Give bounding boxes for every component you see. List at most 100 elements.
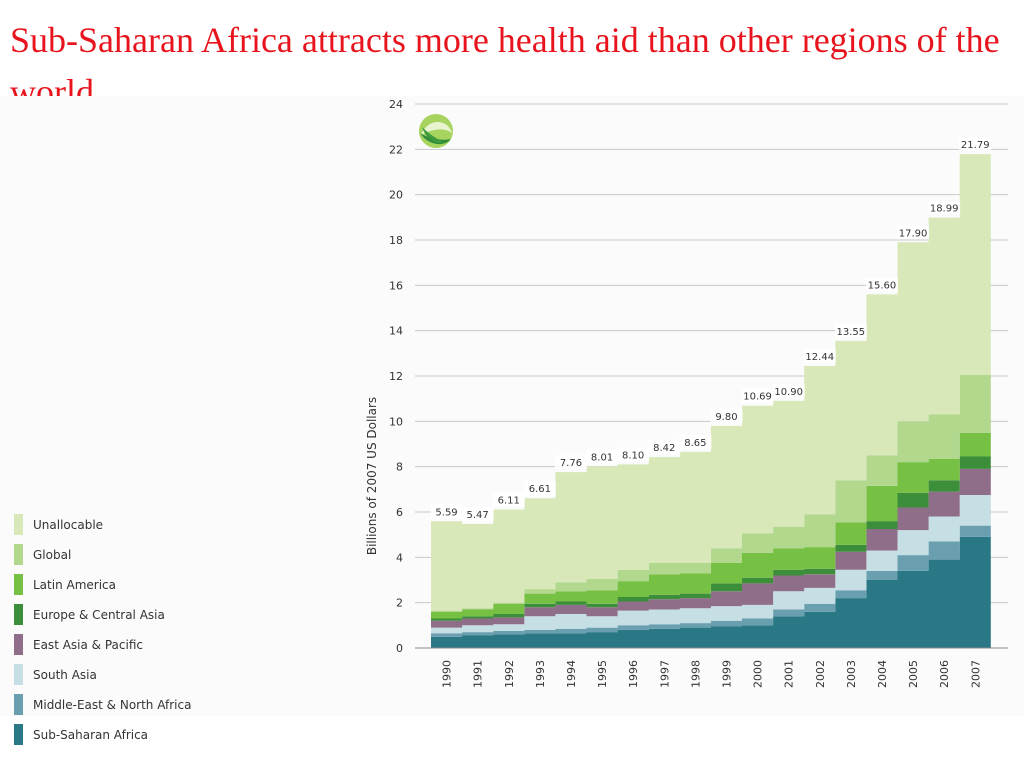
svg-text:5.47: 5.47 (467, 510, 489, 521)
svg-text:6.11: 6.11 (498, 496, 520, 507)
y-tick-label: 4 (396, 551, 403, 564)
legend-label: Middle-East & North Africa (33, 697, 192, 712)
slide-title: Sub-Saharan Africa attracts more health … (10, 20, 1000, 112)
x-tick-label: 1993 (534, 660, 547, 688)
x-tick-label: 1994 (565, 660, 578, 688)
total-label: 21.79 (959, 137, 992, 152)
legend: Unallocable Global Latin America Europe & C… (14, 514, 214, 754)
x-tick-label: 2005 (907, 660, 920, 688)
x-tick-label: 1997 (658, 660, 671, 688)
svg-text:18.99: 18.99 (930, 204, 959, 215)
y-axis-label: Billions of 2007 US Dollars (365, 397, 379, 555)
svg-text:10.69: 10.69 (743, 392, 772, 403)
legend-swatch (14, 544, 23, 565)
svg-text:5.59: 5.59 (435, 507, 457, 518)
total-label: 8.65 (679, 434, 712, 449)
legend-item: East Asia & Pacific (14, 634, 214, 655)
legend-item: Middle-East & North Africa (14, 694, 214, 715)
svg-text:6.61: 6.61 (529, 484, 551, 495)
legend-label: Latin America (33, 577, 116, 592)
legend-item: Europe & Central Asia (14, 604, 214, 625)
legend-item: Global (14, 544, 214, 565)
figure-panel: 0 2 4 6 8 10 12 14 16 18 20 22 24 1990 1991 1992 1993 199… (0, 96, 1024, 745)
total-label: 18.99 (928, 200, 961, 215)
x-tick-label: 1992 (503, 660, 516, 688)
legend-label: Global (33, 547, 72, 562)
legend-swatch (14, 694, 23, 715)
x-tick-label: 1998 (689, 660, 702, 688)
y-tick-label: 18 (389, 234, 403, 247)
legend-item: Latin America (14, 574, 214, 595)
y-tick-label: 6 (396, 506, 403, 519)
svg-text:8.65: 8.65 (684, 438, 706, 449)
svg-text:12.44: 12.44 (805, 352, 834, 363)
svg-text:8.10: 8.10 (622, 450, 644, 461)
legend-swatch (14, 724, 23, 745)
x-tick-label: 2004 (876, 660, 889, 688)
legend-item: Sub-Saharan Africa (14, 724, 214, 745)
x-tick-label: 1996 (627, 660, 640, 688)
legend-swatch (14, 604, 23, 625)
y-tick-label: 0 (396, 642, 403, 655)
leaf-globe-icon (419, 114, 453, 148)
total-label: 10.90 (772, 383, 805, 398)
area-south-asia (431, 495, 991, 634)
x-tick-label: 2007 (969, 660, 982, 688)
total-label: 6.61 (523, 481, 556, 496)
total-label: 5.59 (430, 504, 463, 519)
x-tick-label: 2006 (938, 660, 951, 688)
total-label: 5.47 (461, 507, 494, 522)
y-tick-label: 8 (396, 461, 403, 474)
legend-swatch (14, 514, 23, 535)
x-tick-label: 2001 (783, 660, 796, 688)
y-tick-label: 20 (389, 189, 403, 202)
svg-text:15.60: 15.60 (868, 280, 897, 291)
legend-label: Sub-Saharan Africa (33, 727, 149, 742)
total-label: 8.10 (617, 447, 650, 462)
y-tick-label: 10 (389, 415, 403, 428)
x-tick-label: 2000 (752, 660, 765, 688)
x-tick-label: 1991 (472, 660, 485, 688)
legend-label: Unallocable (33, 517, 104, 532)
area-global (431, 374, 991, 612)
legend-item: Unallocable (14, 514, 214, 535)
total-label: 6.11 (492, 492, 525, 507)
area-sub-saharan-africa (431, 536, 991, 648)
total-label: 13.55 (834, 323, 867, 338)
y-tick-label: 22 (389, 143, 403, 156)
total-labels: 5.59 5.47 6.11 6.61 7.76 8.01 8.10 8.42 8.65 9.80… (430, 137, 992, 522)
svg-text:21.79: 21.79 (961, 140, 990, 151)
x-tick-label: 1999 (720, 660, 733, 688)
x-tick-label: 2003 (845, 660, 858, 688)
area-series (431, 154, 991, 648)
total-label: 7.76 (554, 455, 587, 470)
legend-swatch (14, 634, 23, 655)
total-label: 8.42 (648, 440, 681, 455)
svg-text:9.80: 9.80 (715, 412, 737, 423)
total-label: 15.60 (865, 277, 898, 292)
total-label: 9.80 (710, 408, 743, 423)
legend-label: South Asia (33, 667, 97, 682)
legend-label: Europe & Central Asia (33, 607, 165, 622)
x-tick-label: 1995 (596, 660, 609, 688)
legend-item: South Asia (14, 664, 214, 685)
x-tick-label: 2002 (814, 660, 827, 688)
total-label: 12.44 (803, 349, 836, 364)
total-label: 8.01 (586, 449, 619, 464)
y-tick-label: 24 (389, 98, 403, 111)
y-tick-label: 16 (389, 279, 403, 292)
svg-text:8.42: 8.42 (653, 443, 675, 454)
total-label: 10.69 (741, 388, 774, 403)
legend-label: East Asia & Pacific (33, 637, 143, 652)
legend-swatch (14, 664, 23, 685)
svg-text:17.90: 17.90 (899, 228, 928, 239)
area-unallocable (431, 154, 991, 611)
svg-text:7.76: 7.76 (560, 458, 582, 469)
y-tick-label: 14 (389, 325, 403, 338)
svg-text:8.01: 8.01 (591, 452, 613, 463)
y-tick-label: 2 (396, 597, 403, 610)
area-latin-america (431, 432, 991, 619)
legend-swatch (14, 574, 23, 595)
